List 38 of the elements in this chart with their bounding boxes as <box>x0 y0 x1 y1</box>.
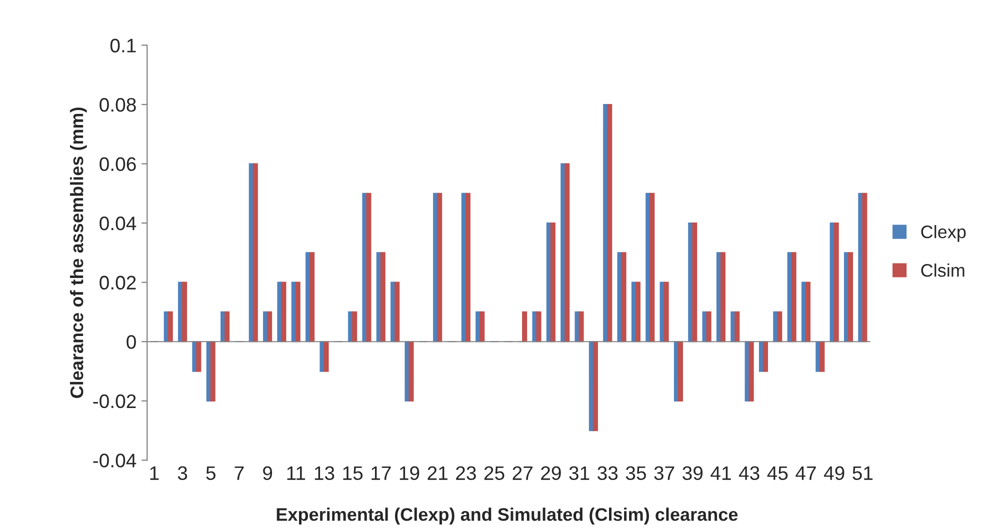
y-tick-label: 0.06 <box>100 157 136 172</box>
y-tick-label: 0.1 <box>110 38 136 52</box>
y-axis-title: Clearance of the assemblies (mm) <box>70 108 87 398</box>
x-tick-label: 27 <box>512 466 532 480</box>
x-tick-label: 13 <box>314 466 334 480</box>
y-tick-label: -0.02 <box>93 394 136 408</box>
x-tick-label: 29 <box>541 466 561 480</box>
x-axis-title: Experimental (Clexp) and Simulated (Clsim) clearance <box>276 508 738 524</box>
x-tick-label: 39 <box>682 466 703 480</box>
x-tick-label: 3 <box>178 466 188 480</box>
y-tick-label: 0.08 <box>100 98 136 112</box>
x-tick-label: 23 <box>456 466 476 480</box>
x-tick-label: 45 <box>767 466 788 480</box>
x-tick-label: 7 <box>234 466 244 480</box>
x-tick-label: 35 <box>626 466 646 480</box>
x-tick-label: 49 <box>824 466 844 480</box>
y-tick-label: -0.04 <box>93 454 136 468</box>
x-tick-label: 41 <box>710 466 731 480</box>
x-tick-label: 9 <box>263 466 272 480</box>
x-tick-label: 43 <box>738 466 760 480</box>
x-tick-label: 15 <box>343 466 363 480</box>
x-tick-label: 19 <box>400 466 420 480</box>
x-tick-label: 51 <box>852 466 873 480</box>
x-tick-label: 21 <box>428 466 448 480</box>
x-tick-label: 11 <box>287 466 306 480</box>
x-tick-label: 31 <box>569 466 590 480</box>
x-tick-label: 47 <box>796 466 816 480</box>
x-tick-label: 25 <box>484 466 504 480</box>
legend-label: Clexp <box>921 225 966 242</box>
x-tick-label: 1 <box>150 466 159 480</box>
x-tick-label: 37 <box>654 466 674 480</box>
x-tick-label: 17 <box>372 466 391 480</box>
x-tick-label: 5 <box>206 466 216 480</box>
y-tick-label: 0.04 <box>100 216 136 230</box>
y-tick-label: 0.02 <box>100 276 136 290</box>
y-tick-label: 0 <box>126 335 136 349</box>
x-tick-label: 33 <box>598 466 618 480</box>
legend-label: Clsim <box>921 264 964 277</box>
